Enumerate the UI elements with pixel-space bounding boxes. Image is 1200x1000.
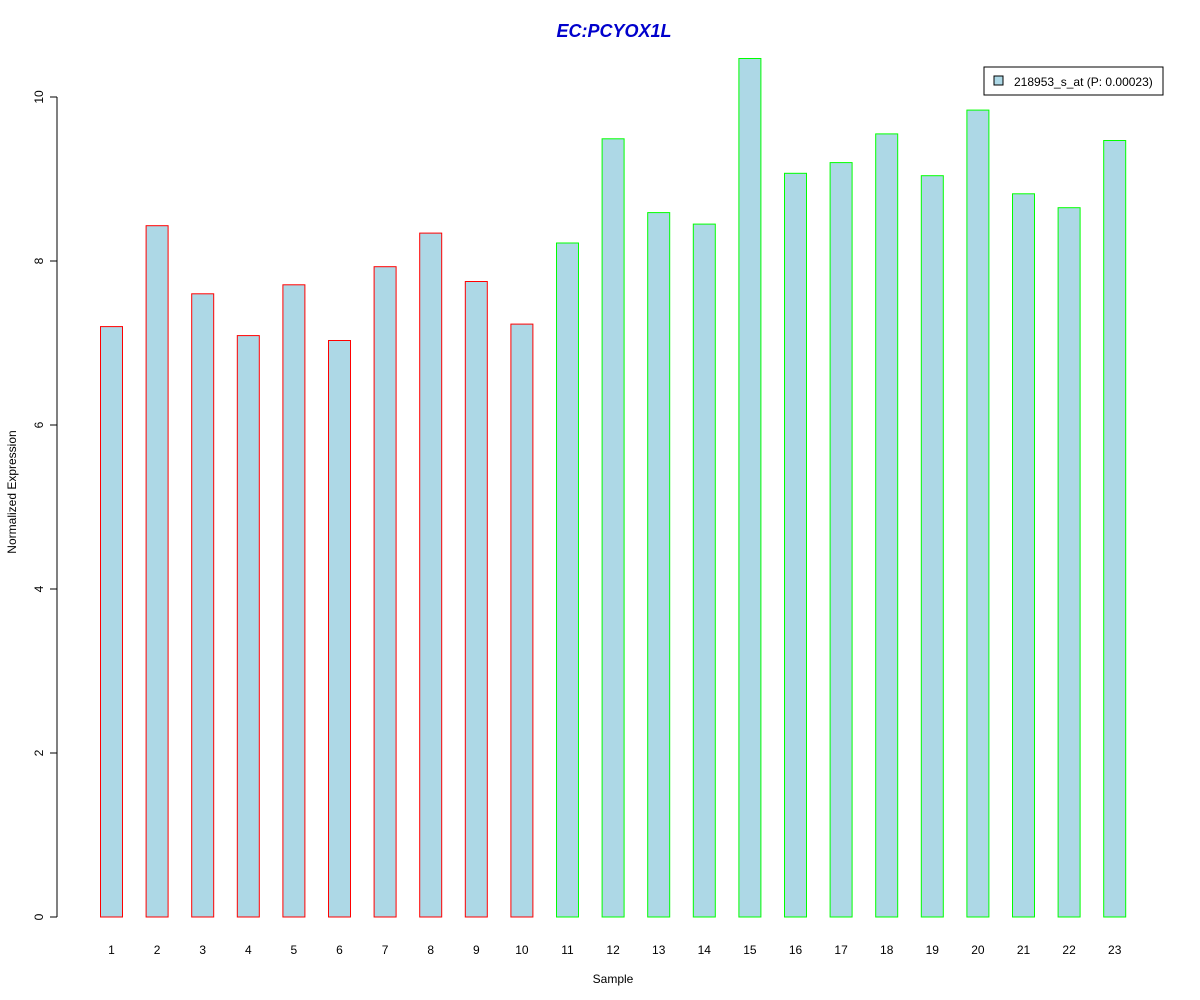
bar-sample-5 bbox=[282, 284, 306, 918]
bar-sample-15 bbox=[738, 58, 762, 918]
x-tick-label: 7 bbox=[382, 943, 389, 957]
x-tick-label: 8 bbox=[427, 943, 434, 957]
y-axis-label: Normalized Expression bbox=[5, 430, 19, 553]
bar-sample-1 bbox=[100, 326, 123, 918]
legend: 218953_s_at (P: 0.00023) bbox=[983, 66, 1164, 96]
bar-sample-16 bbox=[784, 172, 807, 918]
bar-sample-8 bbox=[419, 232, 443, 918]
x-tick-label: 12 bbox=[606, 943, 620, 957]
bar-sample-14 bbox=[692, 223, 716, 918]
x-tick-labels: 1 2 3 4 5 6 7 8 9 10 11 12 13 14 15 16 17 18 19 20 21 22 23 bbox=[108, 943, 1122, 957]
bar-sample-2 bbox=[145, 225, 169, 918]
x-tick-label: 15 bbox=[743, 943, 757, 957]
x-tick-label: 10 bbox=[515, 943, 529, 957]
bars-group bbox=[100, 58, 1127, 918]
legend-label: 218953_s_at (P: 0.00023) bbox=[1014, 75, 1153, 89]
x-tick-label: 2 bbox=[154, 943, 161, 957]
y-tick-label: 4 bbox=[32, 585, 46, 592]
x-tick-label: 22 bbox=[1062, 943, 1076, 957]
bar-sample-11 bbox=[556, 242, 579, 918]
bar-sample-23 bbox=[1103, 140, 1127, 918]
y-tick-label: 8 bbox=[32, 257, 46, 264]
x-tick-label: 16 bbox=[789, 943, 803, 957]
x-tick-label: 21 bbox=[1017, 943, 1031, 957]
x-tick-label: 14 bbox=[698, 943, 712, 957]
x-tick-label: 18 bbox=[880, 943, 894, 957]
bar-sample-17 bbox=[829, 162, 853, 918]
x-tick-label: 9 bbox=[473, 943, 480, 957]
bar-sample-9 bbox=[464, 281, 488, 918]
x-tick-label: 23 bbox=[1108, 943, 1122, 957]
bar-sample-4 bbox=[236, 335, 260, 918]
bar-sample-22 bbox=[1057, 207, 1081, 918]
x-tick-label: 3 bbox=[199, 943, 206, 957]
x-tick-label: 5 bbox=[291, 943, 298, 957]
y-tick-label: 6 bbox=[32, 421, 46, 428]
x-tick-label: 20 bbox=[971, 943, 985, 957]
bar-sample-3 bbox=[191, 293, 215, 918]
bar-sample-13 bbox=[647, 212, 671, 918]
x-axis-label: Sample bbox=[593, 972, 634, 986]
x-tick-label: 11 bbox=[561, 943, 574, 957]
legend-swatch bbox=[993, 75, 1004, 86]
x-tick-label: 4 bbox=[245, 943, 252, 957]
bar-sample-10 bbox=[510, 323, 534, 918]
y-tick-label: 10 bbox=[32, 90, 46, 104]
x-tick-label: 17 bbox=[834, 943, 848, 957]
x-tick-label: 13 bbox=[652, 943, 666, 957]
y-tick-label: 0 bbox=[32, 913, 46, 920]
bar-sample-18 bbox=[875, 133, 899, 918]
x-tick-label: 6 bbox=[336, 943, 343, 957]
bar-sample-7 bbox=[373, 266, 397, 918]
bar-sample-19 bbox=[920, 175, 944, 918]
bar-sample-20 bbox=[966, 109, 990, 918]
y-axis: 0 2 4 6 8 10 bbox=[32, 90, 58, 920]
x-tick-label: 1 bbox=[108, 943, 115, 957]
bar-sample-6 bbox=[328, 340, 351, 918]
y-tick-label: 2 bbox=[32, 749, 46, 756]
x-tick-label: 19 bbox=[926, 943, 940, 957]
bar-sample-21 bbox=[1012, 193, 1035, 918]
legend-box bbox=[983, 66, 1164, 96]
bar-sample-12 bbox=[601, 138, 625, 918]
chart-title: EC:PCYOX1L bbox=[556, 21, 671, 41]
